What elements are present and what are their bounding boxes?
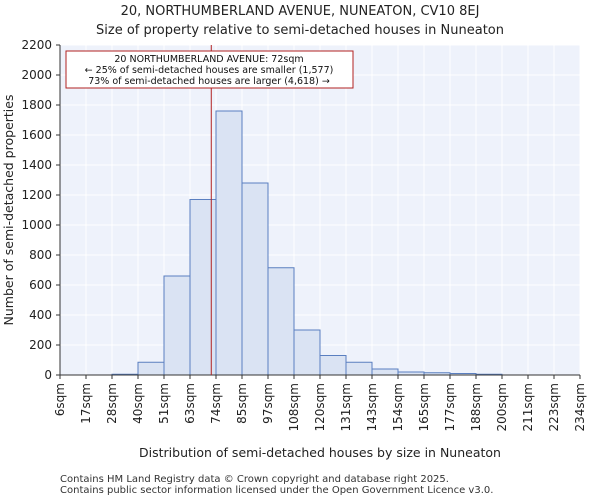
annotation-line3: 73% of semi-detached houses are larger (… (88, 76, 330, 87)
x-tick-label: 165sqm (417, 383, 431, 431)
x-tick-label: 28sqm (105, 383, 119, 424)
y-tick-label: 1200 (21, 188, 52, 202)
x-tick-label: 177sqm (443, 383, 457, 431)
x-tick-label: 63sqm (183, 383, 197, 424)
y-tick-label: 1400 (21, 158, 52, 172)
x-tick-label: 51sqm (157, 383, 171, 424)
footer-copyright: Contains HM Land Registry data © Crown c… (60, 474, 449, 485)
bar-97sqm (267, 267, 295, 376)
x-tick-label: 223sqm (547, 383, 561, 431)
x-tick-label: 108sqm (287, 383, 301, 431)
x-tick-label: 211sqm (521, 383, 535, 431)
x-tick-label: 120sqm (313, 383, 327, 431)
y-tick-label: 600 (29, 278, 52, 292)
y-tick-label: 2200 (21, 38, 52, 52)
y-tick-label: 200 (29, 338, 52, 352)
x-tick-label: 17sqm (79, 383, 93, 424)
footer-licence: Contains public sector information licen… (60, 485, 494, 496)
x-tick-label: 131sqm (339, 383, 353, 431)
y-axis-label: Number of semi-detached properties (1, 95, 16, 326)
y-tick-label: 800 (29, 248, 52, 262)
bar-51sqm (163, 275, 191, 376)
bar-143sqm (371, 368, 399, 376)
x-tick-label: 6sqm (53, 383, 67, 416)
bar-74sqm (215, 110, 243, 376)
chart-title-line1: 20, NORTHUMBERLAND AVENUE, NUNEATON, CV1… (120, 4, 480, 19)
x-tick-label: 40sqm (131, 383, 145, 424)
x-axis-label: Distribution of semi-detached houses by … (139, 445, 501, 460)
annotation-line1: 20 NORTHUMBERLAND AVENUE: 72sqm (114, 54, 303, 65)
x-tick-label: 85sqm (235, 383, 249, 424)
bar-131sqm (345, 361, 373, 376)
bar-85sqm (241, 182, 269, 376)
bar-120sqm (319, 355, 347, 376)
x-tick-label: 200sqm (495, 383, 509, 431)
x-tick-label: 74sqm (209, 383, 223, 424)
y-tick-label: 2000 (21, 68, 52, 82)
bar-40sqm (137, 361, 165, 376)
x-tick-label: 143sqm (365, 383, 379, 431)
x-tick-label: 97sqm (261, 383, 275, 424)
annotation-line2: ← 25% of semi-detached houses are smalle… (85, 65, 334, 76)
chart-title: 20, NORTHUMBERLAND AVENUE, NUNEATON, CV1… (0, 2, 600, 40)
y-tick-label: 1600 (21, 128, 52, 142)
annotation-border (65, 50, 354, 89)
bar-63sqm (189, 199, 217, 376)
y-tick-label: 0 (44, 368, 52, 382)
y-tick-label: 1000 (21, 218, 52, 232)
chart-title-line2: Size of property relative to semi-detach… (96, 23, 504, 38)
y-tick-label: 400 (29, 308, 52, 322)
y-tick-label: 1800 (21, 98, 52, 112)
bar-108sqm (293, 329, 321, 376)
x-tick-label: 154sqm (391, 383, 405, 431)
x-tick-label: 188sqm (469, 383, 483, 431)
x-tick-label: 234sqm (573, 383, 587, 431)
annotation-box: 20 NORTHUMBERLAND AVENUE: 72sqm ← 25% of… (65, 50, 354, 89)
